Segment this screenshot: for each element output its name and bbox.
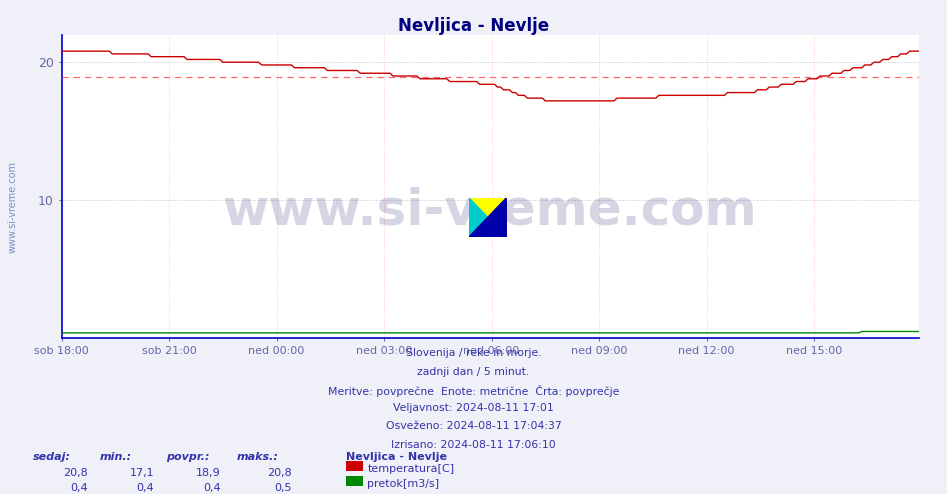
Text: min.:: min.: — [99, 452, 132, 462]
Text: temperatura[C]: temperatura[C] — [367, 464, 455, 474]
Text: 18,9: 18,9 — [196, 468, 221, 478]
Text: 0,4: 0,4 — [70, 483, 88, 493]
Text: Osveženo: 2024-08-11 17:04:37: Osveženo: 2024-08-11 17:04:37 — [385, 421, 562, 431]
Text: pretok[m3/s]: pretok[m3/s] — [367, 479, 439, 489]
Text: maks.:: maks.: — [237, 452, 278, 462]
Text: Meritve: povprečne  Enote: metrične  Črta: povprečje: Meritve: povprečne Enote: metrične Črta:… — [328, 385, 619, 397]
Text: Veljavnost: 2024-08-11 17:01: Veljavnost: 2024-08-11 17:01 — [393, 403, 554, 413]
Text: zadnji dan / 5 minut.: zadnji dan / 5 minut. — [418, 367, 529, 376]
Text: Izrisano: 2024-08-11 17:06:10: Izrisano: 2024-08-11 17:06:10 — [391, 440, 556, 450]
Text: Nevljica - Nevlje: Nevljica - Nevlje — [398, 17, 549, 35]
Text: 0,4: 0,4 — [136, 483, 154, 493]
Polygon shape — [469, 198, 507, 237]
Text: sedaj:: sedaj: — [33, 452, 71, 462]
Text: 0,5: 0,5 — [275, 483, 292, 493]
Text: povpr.:: povpr.: — [166, 452, 209, 462]
Polygon shape — [469, 198, 507, 237]
Text: 0,4: 0,4 — [203, 483, 221, 493]
Text: www.si-vreme.com: www.si-vreme.com — [223, 187, 758, 235]
Polygon shape — [469, 198, 507, 237]
Text: www.si-vreme.com: www.si-vreme.com — [8, 162, 17, 253]
Text: Slovenija / reke in morje.: Slovenija / reke in morje. — [405, 348, 542, 358]
Text: 17,1: 17,1 — [130, 468, 154, 478]
Text: 20,8: 20,8 — [63, 468, 88, 478]
Text: Nevljica - Nevlje: Nevljica - Nevlje — [346, 452, 447, 462]
Text: 20,8: 20,8 — [267, 468, 292, 478]
